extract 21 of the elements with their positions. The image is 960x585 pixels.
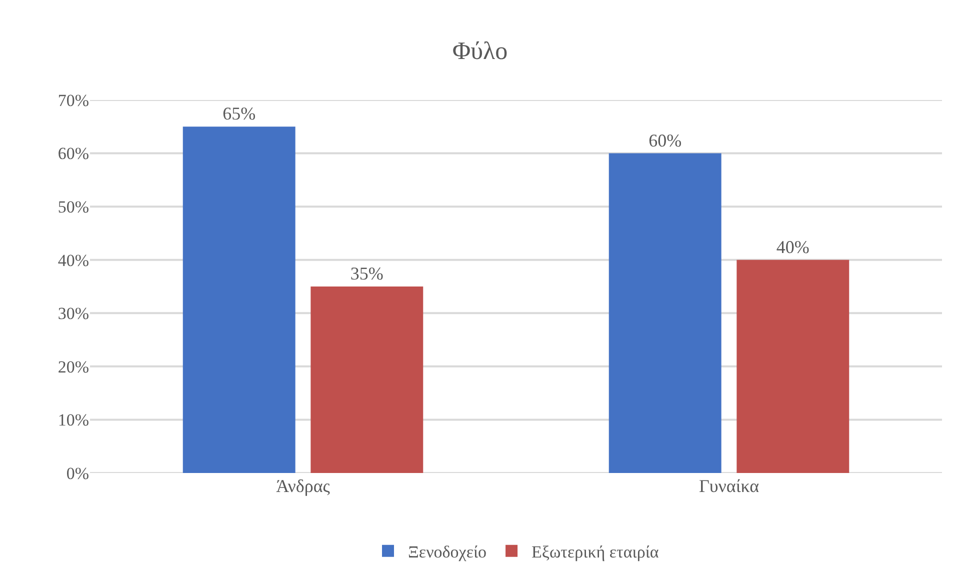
data-label: 40% bbox=[776, 236, 810, 257]
y-tick-label: 40% bbox=[58, 250, 89, 270]
bar bbox=[310, 286, 424, 473]
y-tick-label: 0% bbox=[66, 464, 89, 483]
x-tick-label: Άνδρας bbox=[276, 476, 330, 496]
bar bbox=[608, 153, 722, 473]
chart-title: Φύλο bbox=[452, 38, 508, 65]
y-tick-label: 30% bbox=[58, 304, 89, 324]
y-tick-label: 70% bbox=[58, 90, 89, 110]
data-label: 60% bbox=[648, 130, 682, 150]
y-tick-label: 50% bbox=[58, 198, 89, 217]
legend-label: Εξωτερική εταιρία bbox=[532, 542, 659, 562]
legend-label: Ξενοδοχείο bbox=[408, 542, 487, 562]
data-label: 65% bbox=[222, 104, 256, 124]
y-tick-label: 20% bbox=[58, 357, 89, 376]
x-tick-label: Γυναίκα bbox=[698, 476, 760, 496]
data-label: 35% bbox=[350, 264, 384, 284]
y-tick-label: 60% bbox=[58, 144, 89, 164]
y-tick-label: 10% bbox=[58, 410, 89, 430]
bar bbox=[736, 260, 850, 473]
bar bbox=[182, 126, 296, 473]
